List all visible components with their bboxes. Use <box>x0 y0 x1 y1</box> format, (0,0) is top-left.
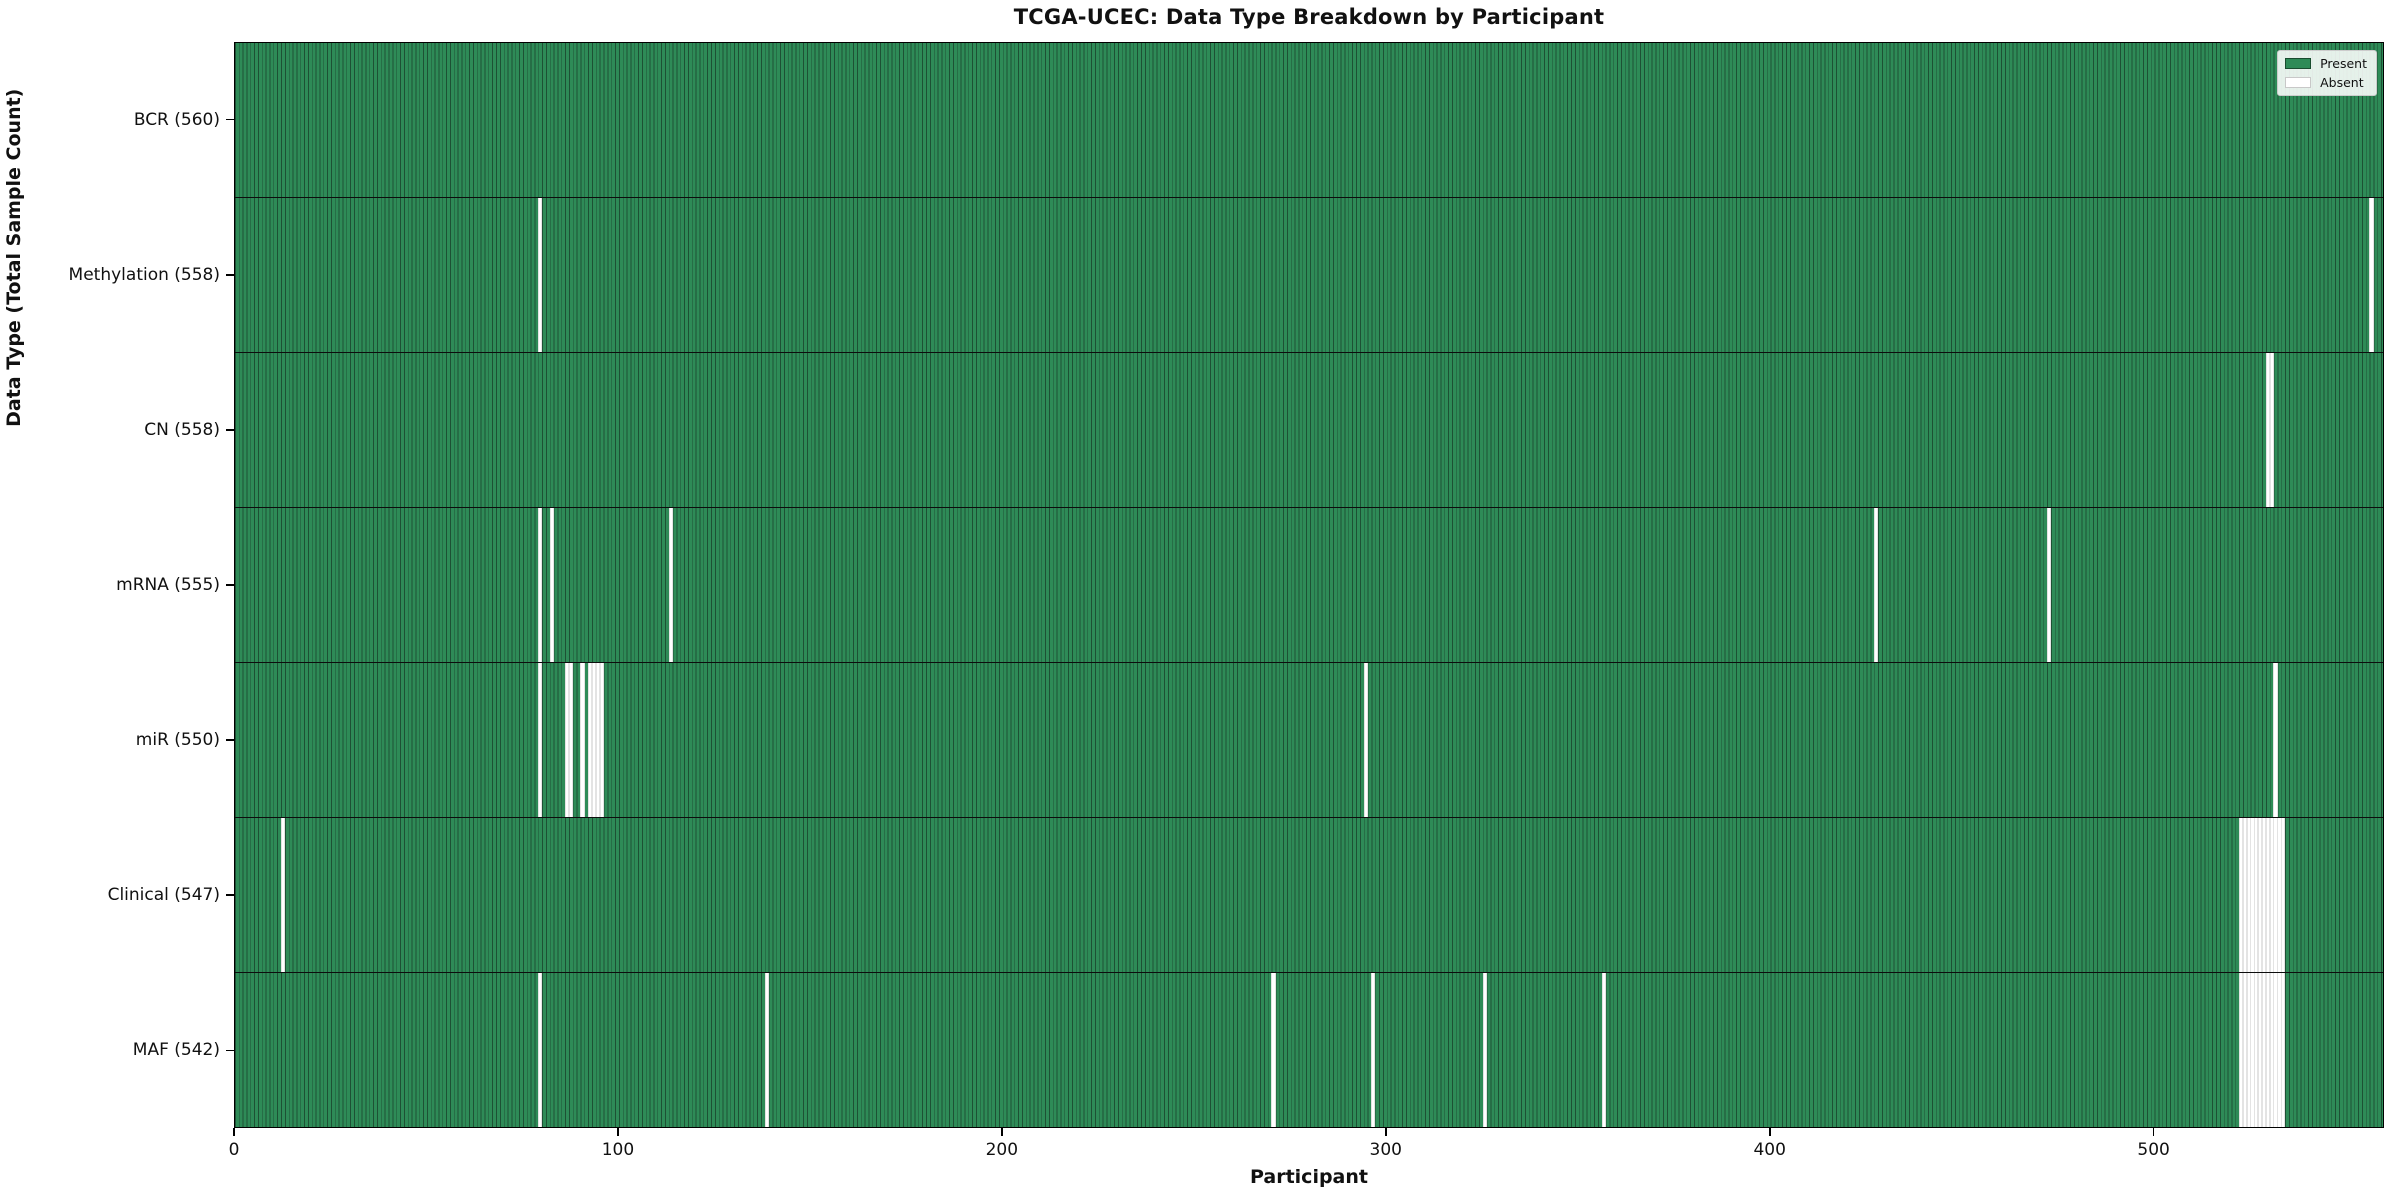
absent-gap <box>2261 973 2267 1127</box>
legend-absent-label: Absent <box>2320 75 2364 90</box>
absent-gap <box>2250 818 2255 972</box>
heatmap-row-BCR <box>235 43 2383 198</box>
x-tick-mark <box>617 1128 619 1136</box>
x-tick-label-0: 0 <box>228 1140 240 1160</box>
absent-gap <box>588 663 593 817</box>
absent-gap <box>2238 818 2244 972</box>
plot-area: Present Absent <box>234 42 2384 1128</box>
x-tick-mark <box>2152 1128 2155 1136</box>
y-tick-label-Clinical: Clinical (547) <box>107 885 220 906</box>
legend-absent-swatch <box>2285 77 2312 88</box>
legend-present-label: Present <box>2320 56 2367 71</box>
y-tick-label-mRNA: mRNA (555) <box>116 575 220 595</box>
y-tick-label-MAF: MAF (542) <box>132 1040 220 1061</box>
heatmap-row-CN <box>235 353 2383 508</box>
x-tick-label-500: 500 <box>2137 1140 2170 1160</box>
absent-gap <box>2254 818 2259 972</box>
absent-gap <box>599 663 604 817</box>
x-tick-mark <box>1768 1128 1771 1136</box>
absent-gap <box>2246 818 2251 972</box>
x-tick-mark <box>233 1128 235 1136</box>
absent-gap <box>2254 973 2259 1127</box>
absent-gap <box>568 663 574 817</box>
absent-gap <box>2273 818 2278 972</box>
heatmap-row-mRNA <box>235 508 2383 663</box>
y-tick-mark <box>226 429 234 431</box>
absent-gap <box>2258 973 2263 1127</box>
y-tick-label-Methylation: Methylation (558) <box>68 264 220 285</box>
absent-gap <box>2258 818 2263 972</box>
legend: Present Absent <box>2277 50 2377 96</box>
y-tick-label-miR: miR (550) <box>135 730 220 751</box>
x-tick-label-100: 100 <box>601 1140 635 1160</box>
heatmap-row-Clinical <box>235 818 2383 973</box>
absent-gap <box>2265 818 2271 972</box>
legend-present-swatch <box>2285 58 2312 69</box>
absent-gap <box>280 818 286 972</box>
legend-entry-present: Present <box>2285 56 2367 71</box>
absent-gap <box>2265 973 2271 1127</box>
absent-gap <box>538 973 543 1127</box>
absent-gap <box>591 663 597 817</box>
heatmap-row-Methylation <box>235 198 2383 353</box>
x-tick-label-300: 300 <box>1369 1140 1402 1160</box>
absent-gap <box>764 973 769 1127</box>
absent-gap <box>1363 663 1368 817</box>
absent-gap <box>2269 818 2274 972</box>
absent-gap <box>2265 353 2271 507</box>
absent-gap <box>549 508 554 662</box>
absent-gap <box>1601 973 1606 1127</box>
absent-gap <box>2242 973 2247 1127</box>
absent-gap <box>668 508 673 662</box>
absent-gap <box>2269 353 2274 507</box>
absent-gap <box>2250 973 2255 1127</box>
absent-gap <box>538 663 543 817</box>
x-tick-label-200: 200 <box>985 1140 1019 1160</box>
absent-gap <box>580 663 585 817</box>
x-tick-label-400: 400 <box>1753 1140 1786 1160</box>
x-tick-mark <box>1001 1128 1003 1136</box>
absent-gap <box>2269 973 2274 1127</box>
absent-gap <box>2277 973 2282 1127</box>
heatmap-row-MAF <box>235 973 2383 1127</box>
y-tick-mark <box>226 894 234 897</box>
absent-gap <box>538 508 543 662</box>
y-axis-label: Data Type (Total Sample Count) <box>3 88 25 427</box>
absent-gap <box>1371 973 1376 1127</box>
x-tick-mark <box>1384 1128 1387 1136</box>
chart-title: TCGA-UCEC: Data Type Breakdown by Partic… <box>1013 5 1605 29</box>
absent-gap <box>595 663 600 817</box>
y-tick-mark <box>226 739 234 741</box>
absent-gap <box>1271 973 1276 1127</box>
y-tick-mark <box>226 1049 234 1052</box>
y-tick-mark <box>226 118 234 121</box>
absent-gap <box>2242 818 2247 972</box>
absent-gap <box>2281 973 2286 1127</box>
heatmap-row-miR <box>235 663 2383 818</box>
absent-gap <box>2046 508 2052 662</box>
y-tick-label-CN: CN (558) <box>144 419 220 440</box>
absent-gap <box>2277 818 2282 972</box>
absent-gap <box>2273 973 2278 1127</box>
absent-gap <box>1874 508 1879 662</box>
absent-gap <box>2238 973 2244 1127</box>
legend-entry-absent: Absent <box>2285 75 2367 90</box>
absent-gap <box>2281 818 2286 972</box>
absent-gap <box>538 198 543 352</box>
absent-gap <box>2261 818 2267 972</box>
y-tick-label-BCR: BCR (560) <box>133 109 220 130</box>
absent-gap <box>1482 973 1487 1127</box>
absent-gap <box>2369 198 2374 352</box>
absent-gap <box>564 663 570 817</box>
heatmap-rows <box>235 43 2383 1127</box>
x-axis-label: Participant <box>1249 1166 1368 1188</box>
y-tick-mark <box>226 584 234 586</box>
y-tick-mark <box>226 273 234 276</box>
absent-gap <box>2273 663 2278 817</box>
absent-gap <box>2246 973 2251 1127</box>
